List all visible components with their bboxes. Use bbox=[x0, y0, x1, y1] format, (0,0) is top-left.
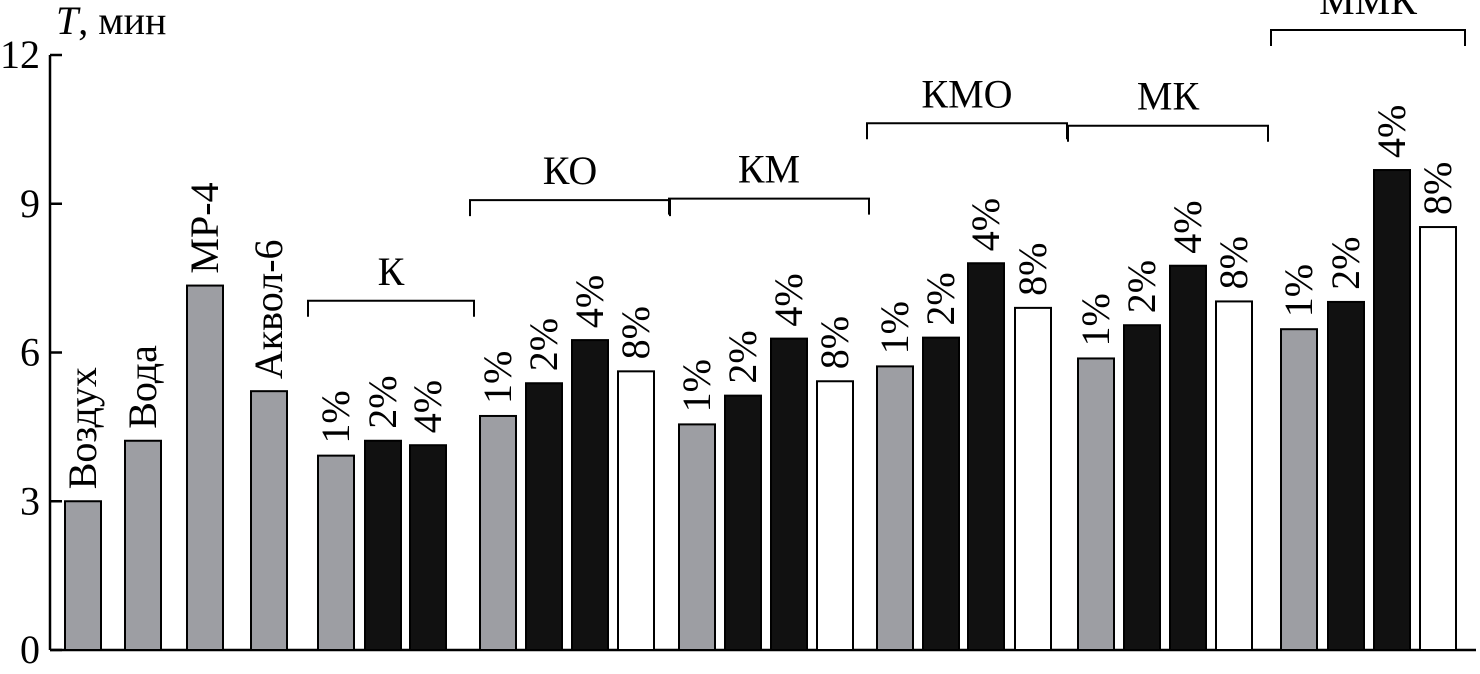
bar-label: Вода bbox=[120, 345, 165, 429]
y-tick-label: 9 bbox=[20, 181, 40, 226]
group-bracket bbox=[866, 122, 1068, 140]
bar bbox=[571, 339, 609, 651]
group-brackets: К КО КМ КМО МК ММК bbox=[307, 0, 1466, 317]
bar-label: 1% bbox=[1276, 264, 1321, 317]
bar-label: МР-4 bbox=[182, 182, 227, 273]
bar bbox=[479, 414, 517, 652]
y-axis-title: T, мин bbox=[56, 0, 166, 43]
group-bracket bbox=[668, 197, 870, 215]
bar-label: 2% bbox=[1119, 260, 1164, 313]
bar-label: 1% bbox=[872, 301, 917, 354]
group-bracket bbox=[307, 299, 475, 317]
bar bbox=[770, 337, 808, 651]
bar-label: 2% bbox=[720, 330, 765, 383]
bar-label: Воздух bbox=[60, 367, 105, 489]
bar-label: 1% bbox=[313, 390, 358, 443]
bar-label: 8% bbox=[1010, 243, 1055, 296]
bar bbox=[1215, 300, 1253, 651]
group-label: КМ bbox=[738, 147, 800, 192]
bar bbox=[124, 439, 162, 651]
y-tick-label: 0 bbox=[20, 627, 40, 672]
bar bbox=[250, 390, 288, 651]
bars bbox=[64, 169, 1457, 652]
bar bbox=[1123, 324, 1161, 651]
bar bbox=[876, 365, 914, 651]
bar-label: 2% bbox=[918, 272, 963, 325]
bar bbox=[967, 262, 1005, 651]
bar bbox=[1169, 264, 1207, 651]
group-bracket bbox=[1067, 124, 1269, 142]
bar bbox=[409, 444, 447, 651]
bar bbox=[317, 454, 355, 651]
bar bbox=[1373, 169, 1411, 652]
bar bbox=[922, 336, 960, 651]
bar bbox=[678, 423, 716, 652]
group-bracket bbox=[469, 199, 671, 217]
bar-label: 4% bbox=[1369, 105, 1414, 158]
bar-label: 4% bbox=[1165, 200, 1210, 253]
group-label: К bbox=[378, 249, 405, 294]
group-label: КМО bbox=[921, 71, 1012, 116]
group-label: КО bbox=[543, 148, 598, 193]
bar-label: 8% bbox=[1415, 162, 1460, 215]
bar-label: 1% bbox=[475, 351, 520, 404]
bar-label: 2% bbox=[1323, 237, 1368, 290]
bar-label: 4% bbox=[766, 273, 811, 326]
bar bbox=[64, 500, 102, 651]
bar bbox=[1280, 328, 1318, 651]
y-tick-label: 12 bbox=[0, 32, 40, 77]
bar bbox=[1327, 300, 1365, 651]
bar-label: 1% bbox=[1073, 293, 1118, 346]
bar bbox=[724, 394, 762, 652]
group-bracket bbox=[1270, 29, 1466, 47]
bar-label: 4% bbox=[405, 380, 450, 433]
bar-label: 8% bbox=[613, 306, 658, 359]
bar bbox=[617, 370, 655, 651]
group-label: ММК bbox=[1319, 0, 1417, 23]
bar bbox=[1419, 226, 1457, 651]
bar-label: 8% bbox=[1211, 236, 1256, 289]
y-tick-label: 6 bbox=[20, 330, 40, 375]
bar bbox=[186, 284, 224, 651]
bar-label: 1% bbox=[674, 359, 719, 412]
bar bbox=[364, 439, 402, 651]
bar-label: 4% bbox=[963, 198, 1008, 251]
bar bbox=[1077, 357, 1115, 651]
bar bbox=[816, 380, 854, 651]
y-axis-title-unit: , мин bbox=[78, 0, 166, 43]
bar-label: 8% bbox=[812, 316, 857, 369]
y-tick-label: 3 bbox=[20, 478, 40, 523]
bar-label: 4% bbox=[567, 275, 612, 328]
bar bbox=[525, 382, 563, 651]
y-axis-title-symbol: T bbox=[56, 0, 81, 43]
bar-label: Аквол-6 bbox=[246, 239, 291, 379]
bar bbox=[1014, 306, 1052, 651]
group-label: МК bbox=[1137, 74, 1200, 119]
bar-label: 2% bbox=[360, 375, 405, 428]
bar-label: 2% bbox=[521, 318, 566, 371]
